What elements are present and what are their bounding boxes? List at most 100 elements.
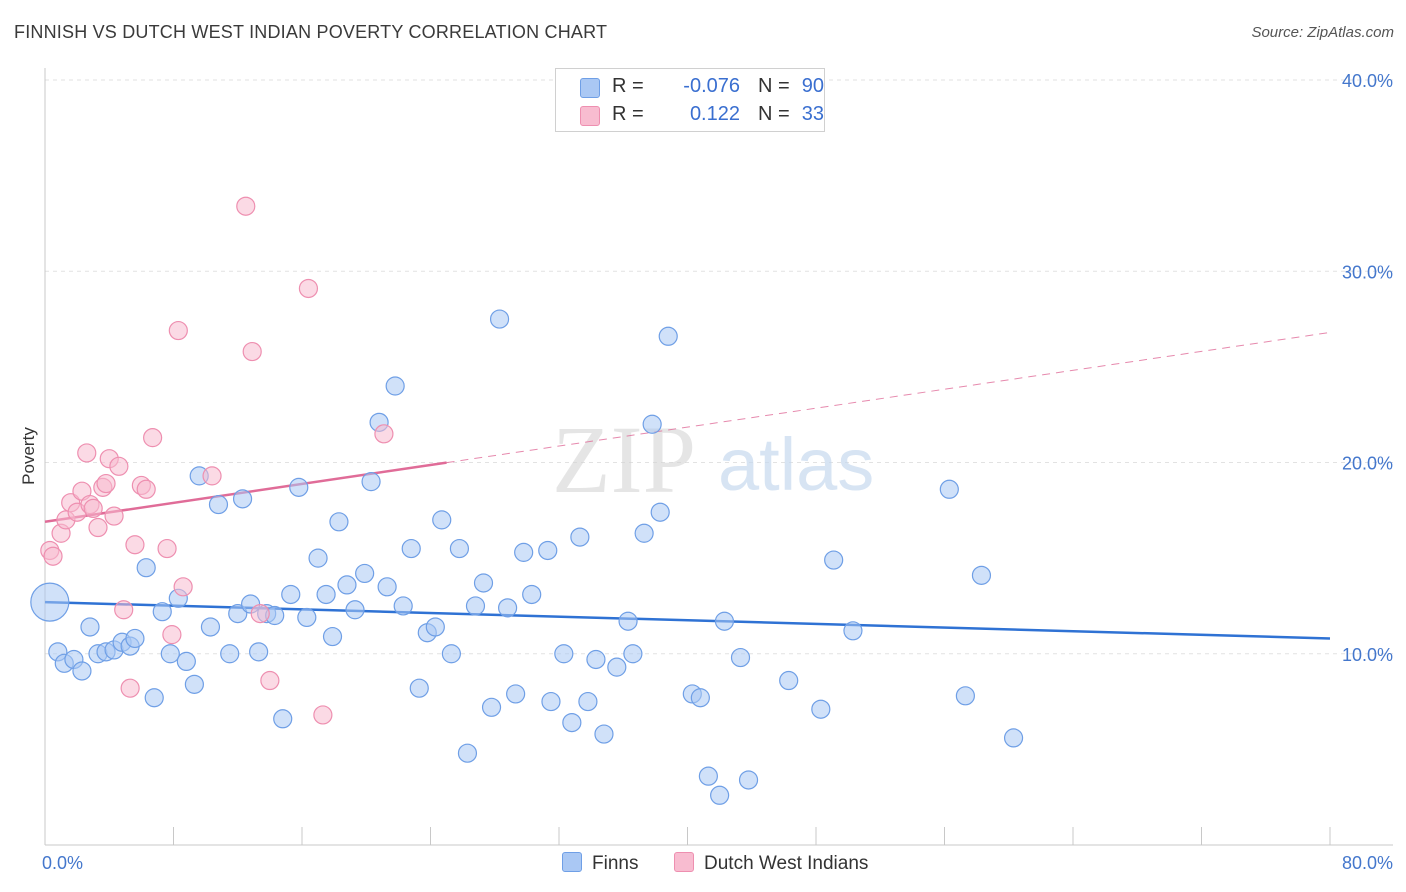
point-dutch-west-indians	[202, 466, 222, 486]
point-dutch-west-indians	[250, 603, 270, 624]
point-finns	[843, 621, 863, 641]
point-finns	[578, 691, 598, 712]
point-finns	[200, 617, 221, 637]
legend-n-value: 90	[801, 75, 824, 97]
bottom-legend-dutch-west-indians: Dutch West Indians	[674, 852, 868, 875]
point-finns	[273, 709, 293, 729]
point-finns	[562, 712, 582, 733]
point-finns	[714, 611, 735, 631]
point-finns	[449, 538, 470, 559]
axes	[44, 68, 1393, 846]
legend-r-value: 0.122	[689, 103, 740, 125]
point-finns	[634, 523, 654, 543]
point-finns	[955, 686, 975, 706]
point-finns	[506, 684, 526, 704]
legend-r-label: R =	[612, 103, 644, 125]
point-finns	[72, 661, 92, 681]
point-finns	[498, 598, 518, 618]
point-dutch-west-indians	[83, 498, 103, 518]
point-finns	[208, 494, 229, 515]
point-finns	[811, 699, 831, 719]
x-tick-label: 0.0%	[42, 853, 83, 873]
point-finns	[425, 617, 445, 637]
point-finns	[538, 540, 558, 561]
point-dutch-west-indians	[242, 341, 262, 362]
point-finns	[316, 584, 336, 605]
point-finns	[232, 489, 253, 509]
point-dutch-west-indians	[162, 625, 182, 645]
y-tick-label: 20.0%	[1342, 454, 1393, 474]
point-finns	[80, 617, 100, 637]
point-finns	[281, 584, 301, 605]
point-finns	[377, 577, 397, 597]
point-finns	[409, 678, 429, 698]
point-dutch-west-indians	[236, 196, 256, 216]
point-finns	[623, 644, 643, 664]
y-axis-label: Poverty	[19, 427, 38, 485]
point-dutch-west-indians	[125, 535, 145, 555]
point-finns	[401, 538, 421, 559]
trend-line-dashed	[446, 331, 1331, 464]
point-finns	[441, 644, 461, 664]
point-dutch-west-indians	[168, 320, 188, 341]
point-finns	[176, 651, 196, 672]
bottom-legend-swatch-finns	[562, 852, 582, 872]
data-points	[30, 196, 1024, 805]
bottom-legend-finns: Finns	[562, 852, 638, 875]
point-dutch-west-indians	[96, 473, 116, 494]
point-finns	[393, 596, 413, 616]
point-finns	[473, 573, 494, 593]
point-finns	[522, 584, 542, 605]
point-finns	[465, 596, 486, 616]
y-tick-label: 10.0%	[1342, 645, 1393, 665]
point-finns	[650, 502, 670, 522]
point-finns	[361, 472, 381, 492]
point-finns	[690, 688, 710, 708]
point-finns	[586, 649, 606, 670]
bottom-legend-label-finns: Finns	[592, 853, 639, 874]
legend-r-value: -0.076	[683, 75, 740, 97]
point-finns	[220, 644, 240, 664]
bottom-legend-swatch-dutch-west-indians	[674, 852, 694, 872]
tick-labels: 10.0% 20.0% 30.0% 40.0% 0.0% 80.0%	[42, 71, 1393, 873]
point-finns	[642, 414, 662, 434]
point-finns	[289, 477, 309, 497]
point-dutch-west-indians	[104, 506, 124, 526]
point-finns	[160, 644, 180, 664]
point-finns	[514, 542, 534, 562]
point-dutch-west-indians	[260, 670, 280, 691]
point-finns	[489, 309, 510, 329]
point-dutch-west-indians	[313, 705, 333, 725]
point-finns	[345, 600, 365, 620]
y-tick-label: 30.0%	[1342, 262, 1393, 282]
legend-r-label: R =	[612, 75, 644, 97]
correlation-legend: R = -0.076 N = 90 R = 0.122 N = 33	[555, 68, 825, 132]
point-finns	[779, 670, 799, 691]
point-finns	[730, 647, 751, 668]
point-dutch-west-indians	[120, 678, 140, 698]
point-finns	[824, 550, 844, 570]
point-finns	[710, 785, 730, 805]
point-finns	[152, 602, 172, 622]
point-finns	[432, 510, 452, 530]
point-finns	[738, 770, 759, 790]
source-label: Source: ZipAtlas.com	[1251, 24, 1394, 41]
legend-n-value: 33	[801, 103, 824, 125]
point-finns	[658, 326, 678, 346]
point-finns	[355, 563, 375, 584]
x-tick-label: 80.0%	[1342, 853, 1393, 873]
point-dutch-west-indians	[43, 546, 63, 566]
y-tick-label: 40.0%	[1342, 71, 1393, 91]
point-finns	[594, 724, 614, 744]
point-finns	[249, 642, 269, 662]
legend-n-label: N =	[758, 103, 790, 125]
legend-n-label: N =	[758, 75, 790, 97]
watermark-zip: ZIP	[552, 406, 696, 513]
point-dutch-west-indians	[298, 278, 319, 299]
point-finns	[554, 644, 574, 664]
point-finns	[125, 628, 145, 649]
point-finns	[337, 575, 357, 595]
grid-lines	[45, 79, 1393, 655]
point-dutch-west-indians	[77, 443, 97, 463]
